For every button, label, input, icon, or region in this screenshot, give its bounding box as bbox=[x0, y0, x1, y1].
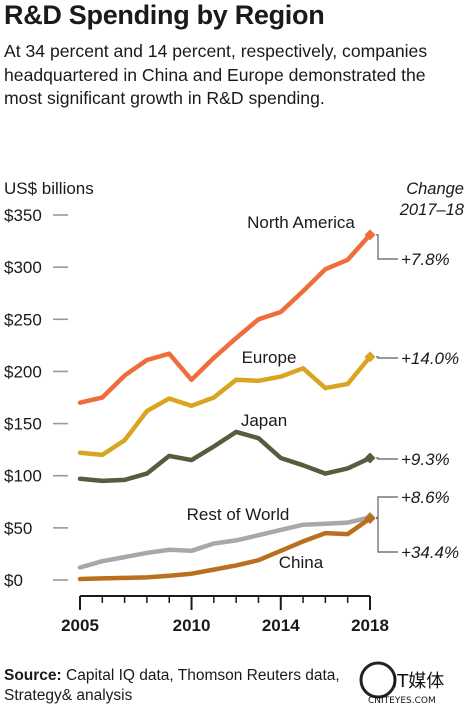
series-label-china: China bbox=[279, 553, 324, 572]
x-axis: 2005 2010 2014 2018 bbox=[61, 595, 389, 635]
y-tick-label: $200 bbox=[4, 362, 42, 381]
end-marker-europe bbox=[364, 351, 376, 363]
leader-line-china bbox=[376, 517, 398, 553]
change-label-europe: +14.0% bbox=[401, 349, 459, 368]
y-tick-label: $350 bbox=[4, 206, 42, 225]
y-tick-label: $0 bbox=[4, 571, 23, 590]
y-tick-label: $100 bbox=[4, 467, 42, 486]
leader-line-europe bbox=[376, 356, 398, 359]
series-label-rest-of-world: Rest of World bbox=[187, 505, 290, 524]
end-marker-japan bbox=[364, 452, 376, 464]
series-line-japan bbox=[77, 429, 373, 484]
change-label-china: +34.4% bbox=[401, 543, 459, 562]
change-label-rest-of-world: +8.6% bbox=[401, 488, 450, 507]
x-tick-label: 2005 bbox=[61, 616, 99, 635]
watermark-ring bbox=[359, 661, 397, 699]
y-axis-label: US$ billions bbox=[4, 179, 94, 198]
change-label-japan: +9.3% bbox=[401, 450, 450, 469]
source-text: Capital IQ data, Thomson Reuters data, S… bbox=[4, 667, 340, 704]
leader-line-north-america bbox=[376, 234, 398, 260]
x-tick-label: 2010 bbox=[173, 616, 211, 635]
chart-title: R&D Spending by Region bbox=[4, 0, 325, 30]
series-line-north-america bbox=[77, 232, 373, 405]
series-line-rest-of-world bbox=[77, 515, 373, 570]
series-label-japan: Japan bbox=[241, 411, 287, 430]
series-line-china bbox=[77, 516, 373, 582]
series-line-europe bbox=[77, 354, 373, 458]
end-marker-china bbox=[364, 512, 376, 524]
leader-line-japan bbox=[376, 457, 398, 460]
y-tick-label: $250 bbox=[4, 310, 42, 329]
y-tick-label: $300 bbox=[4, 258, 42, 277]
leader-line-rest-of-world bbox=[376, 496, 398, 519]
change-label-north-america: +7.8% bbox=[401, 250, 450, 269]
chart-subtitle: At 34 percent and 14 percent, respective… bbox=[4, 41, 428, 108]
y-tick-label: $50 bbox=[4, 519, 32, 538]
x-tick-label: 2018 bbox=[351, 616, 389, 635]
source-note: Source: Capital IQ data, Thomson Reuters… bbox=[4, 666, 384, 706]
change-header-line-1: Change bbox=[406, 180, 464, 198]
x-tick-label: 2014 bbox=[262, 616, 300, 635]
watermark-subtext: CNITEYES.COM bbox=[368, 696, 436, 706]
line-chart: US$ billions Change 2017–18 $0 $50 $100 $150 $2… bbox=[4, 179, 465, 635]
series-label-europe: Europe bbox=[242, 348, 297, 367]
source-label: Source: bbox=[4, 667, 62, 684]
end-marker-north-america bbox=[364, 229, 376, 241]
series-layer bbox=[77, 232, 373, 582]
watermark-text: IT媒体 bbox=[392, 671, 444, 692]
series-label-north-america: North America bbox=[247, 213, 355, 232]
y-tick-label: $150 bbox=[4, 415, 42, 434]
labels-layer: North America Europe Japan Rest of World Chi… bbox=[185, 213, 459, 572]
y-axis: US$ billions Change 2017–18 $0 $50 $100 $150 $2… bbox=[4, 179, 465, 590]
watermark-logo: IT媒体 CNITEYES.COM bbox=[359, 661, 444, 706]
change-header-line-2: 2017–18 bbox=[399, 201, 465, 219]
